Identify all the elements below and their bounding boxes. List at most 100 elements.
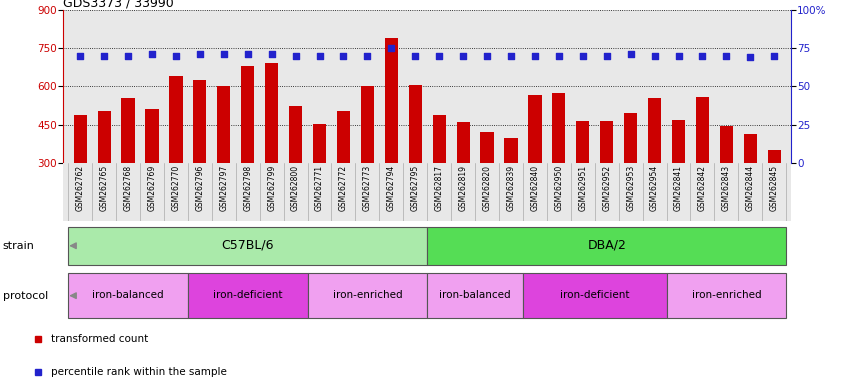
Text: GDS3373 / 33990: GDS3373 / 33990 <box>63 0 174 10</box>
Point <box>409 53 422 59</box>
Bar <box>744 134 757 163</box>
Text: GSM262845: GSM262845 <box>770 165 779 211</box>
Text: GSM262817: GSM262817 <box>435 165 443 211</box>
Bar <box>523 273 667 318</box>
Point <box>481 53 494 59</box>
Text: GSM262797: GSM262797 <box>219 165 228 211</box>
Text: GSM262769: GSM262769 <box>147 165 157 211</box>
Bar <box>169 76 183 163</box>
Bar <box>308 273 427 318</box>
Text: GSM262796: GSM262796 <box>195 165 205 211</box>
Point <box>600 53 613 59</box>
Text: GSM262950: GSM262950 <box>554 165 563 211</box>
Text: GSM262840: GSM262840 <box>530 165 540 211</box>
Point <box>97 53 111 59</box>
Bar <box>529 95 541 163</box>
Point <box>432 53 446 59</box>
Point <box>648 53 662 59</box>
Bar <box>720 126 733 163</box>
Text: GSM262820: GSM262820 <box>482 165 492 211</box>
Bar <box>74 114 87 163</box>
Text: GSM262773: GSM262773 <box>363 165 372 211</box>
Point <box>74 53 87 59</box>
Text: GSM262839: GSM262839 <box>507 165 515 211</box>
Bar <box>337 111 350 163</box>
Text: GSM262770: GSM262770 <box>172 165 180 211</box>
Text: GSM262841: GSM262841 <box>674 165 683 211</box>
Point <box>385 45 398 51</box>
Text: GSM262794: GSM262794 <box>387 165 396 211</box>
Text: percentile rank within the sample: percentile rank within the sample <box>51 367 227 377</box>
Text: DBA/2: DBA/2 <box>587 238 626 252</box>
Bar <box>289 106 302 163</box>
Point <box>193 51 206 57</box>
Text: iron-balanced: iron-balanced <box>439 290 511 300</box>
Bar <box>193 80 206 163</box>
Bar <box>432 114 446 163</box>
Point <box>720 53 733 59</box>
Point <box>767 53 781 59</box>
Point <box>288 53 302 59</box>
Text: GSM262819: GSM262819 <box>459 165 468 211</box>
Text: GSM262772: GSM262772 <box>339 165 348 211</box>
Bar <box>217 86 230 163</box>
Bar <box>69 227 427 265</box>
Bar <box>122 98 135 163</box>
Bar <box>648 98 662 163</box>
Text: GSM262953: GSM262953 <box>626 165 635 211</box>
Text: GSM262843: GSM262843 <box>722 165 731 211</box>
Point <box>528 53 541 59</box>
Point <box>552 53 566 59</box>
Text: C57BL/6: C57BL/6 <box>222 238 274 252</box>
Bar <box>552 93 565 163</box>
Bar <box>576 121 590 163</box>
Text: GSM262765: GSM262765 <box>100 165 108 211</box>
Text: GSM262762: GSM262762 <box>75 165 85 211</box>
Text: iron-enriched: iron-enriched <box>332 290 402 300</box>
Text: transformed count: transformed count <box>51 334 148 344</box>
Bar <box>385 38 398 163</box>
Point <box>313 53 327 59</box>
Bar <box>427 227 786 265</box>
Point <box>265 51 278 57</box>
Point <box>360 53 374 59</box>
Text: protocol: protocol <box>3 291 47 301</box>
Text: GSM262844: GSM262844 <box>746 165 755 211</box>
Bar <box>481 132 494 163</box>
Point <box>169 53 183 59</box>
Text: GSM262952: GSM262952 <box>602 165 611 211</box>
Point <box>241 51 255 57</box>
Text: GSM262768: GSM262768 <box>124 165 133 211</box>
Text: GSM262799: GSM262799 <box>267 165 276 211</box>
Point <box>576 53 590 59</box>
Text: iron-deficient: iron-deficient <box>213 290 283 300</box>
Bar <box>97 111 111 163</box>
Text: GSM262842: GSM262842 <box>698 165 707 211</box>
Bar <box>624 113 637 163</box>
Point <box>624 51 637 57</box>
Point <box>744 54 757 60</box>
Bar <box>667 273 786 318</box>
Point <box>121 53 135 59</box>
Bar <box>696 97 709 163</box>
Bar <box>265 63 278 163</box>
Bar <box>767 151 781 163</box>
Text: GSM262954: GSM262954 <box>650 165 659 211</box>
Bar <box>504 137 518 163</box>
Text: iron-balanced: iron-balanced <box>92 290 164 300</box>
Text: strain: strain <box>3 241 35 251</box>
Bar <box>241 66 255 163</box>
Bar <box>600 121 613 163</box>
Bar <box>409 85 422 163</box>
Text: iron-enriched: iron-enriched <box>691 290 761 300</box>
Text: GSM262798: GSM262798 <box>244 165 252 211</box>
Text: GSM262800: GSM262800 <box>291 165 300 211</box>
Bar <box>146 109 158 163</box>
Point <box>337 53 350 59</box>
Point <box>504 53 518 59</box>
Bar <box>457 122 470 163</box>
Bar <box>427 273 523 318</box>
Text: iron-deficient: iron-deficient <box>560 290 629 300</box>
Bar <box>360 86 374 163</box>
Point <box>146 51 159 57</box>
